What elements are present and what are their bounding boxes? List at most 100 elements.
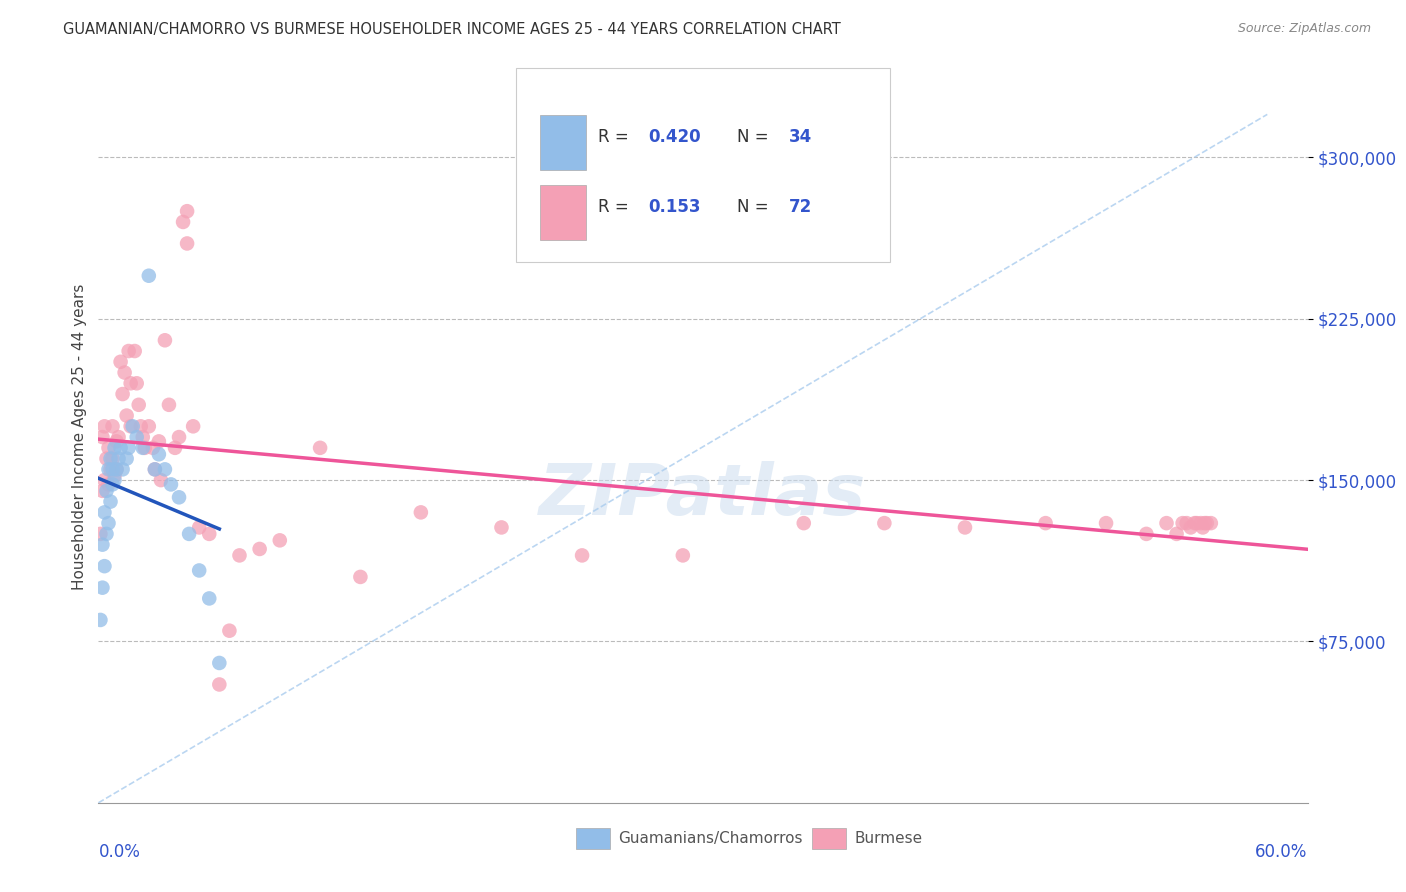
Point [103,473,125,487]
Point [228,549,250,563]
Point [120,376,142,391]
Point [167,430,190,444]
Point [188,564,211,578]
Point [148,434,170,449]
Point [1171,516,1194,530]
Point [176,236,198,251]
Point [309,441,332,455]
Point [105,462,128,476]
Point [97,516,120,530]
Point [138,268,160,283]
Point [105,434,128,449]
Y-axis label: Householder Income Ages 25 - 44 years: Householder Income Ages 25 - 44 years [72,284,87,591]
Point [110,355,132,369]
Point [153,333,176,347]
Point [571,549,593,563]
Point [101,451,124,466]
Point [118,441,141,455]
Text: ZIPatlas: ZIPatlas [540,461,866,530]
Text: Guamanians/Chamorros: Guamanians/Chamorros [619,831,803,847]
Point [142,441,165,455]
Text: 34: 34 [789,128,813,146]
Point [89,613,111,627]
Point [93,419,115,434]
Point [93,473,115,487]
Point [103,441,125,455]
Point [132,430,155,444]
Point [107,451,129,466]
Text: 0.153: 0.153 [648,198,702,216]
Point [125,430,148,444]
Point [176,204,198,219]
FancyBboxPatch shape [576,829,610,849]
Point [153,462,176,476]
Text: 0.420: 0.420 [648,128,702,146]
Point [218,624,240,638]
FancyBboxPatch shape [516,68,890,261]
Point [114,366,136,380]
Point [181,419,204,434]
Point [96,527,118,541]
Point [129,419,152,434]
Point [93,559,115,574]
Point [91,430,114,444]
Point [672,549,695,563]
Point [115,409,138,423]
Point [91,483,114,498]
Point [1095,516,1118,530]
Point [953,520,976,534]
Text: R =: R = [598,198,640,216]
Point [101,419,124,434]
Point [111,387,134,401]
Point [179,527,201,541]
Text: Source: ZipAtlas.com: Source: ZipAtlas.com [1237,22,1371,36]
Point [1191,520,1213,534]
Point [149,473,172,487]
Point [93,505,115,519]
Point [1035,516,1057,530]
Point [1195,516,1218,530]
Point [198,527,221,541]
Point [89,527,111,541]
Text: GUAMANIAN/CHAMORRO VS BURMESE HOUSEHOLDER INCOME AGES 25 - 44 YEARS CORRELATION : GUAMANIAN/CHAMORRO VS BURMESE HOUSEHOLDE… [63,22,841,37]
Point [1156,516,1178,530]
FancyBboxPatch shape [540,185,586,240]
Point [491,520,513,534]
Point [208,656,231,670]
Point [269,533,291,548]
Point [249,541,271,556]
Point [124,344,146,359]
Point [1199,516,1222,530]
Point [1189,516,1212,530]
Point [111,462,134,476]
Point [208,677,231,691]
Point [97,477,120,491]
Text: 0.0%: 0.0% [98,843,141,861]
Point [793,516,815,530]
Point [91,538,114,552]
Point [157,398,180,412]
Point [100,451,122,466]
Point [409,505,432,519]
Point [873,516,896,530]
Point [1184,516,1206,530]
Point [143,462,166,476]
Point [167,491,190,505]
Text: 60.0%: 60.0% [1256,843,1308,861]
Text: R =: R = [598,128,634,146]
Point [100,462,122,476]
Point [100,494,122,508]
Point [1194,516,1216,530]
Point [91,581,114,595]
FancyBboxPatch shape [540,115,586,170]
Point [1166,527,1188,541]
Point [132,441,155,455]
Point [96,451,118,466]
Point [1180,520,1202,534]
Point [105,462,128,476]
Point [101,477,124,491]
Point [143,462,166,476]
Point [110,441,132,455]
Text: Burmese: Burmese [855,831,922,847]
Point [188,520,211,534]
